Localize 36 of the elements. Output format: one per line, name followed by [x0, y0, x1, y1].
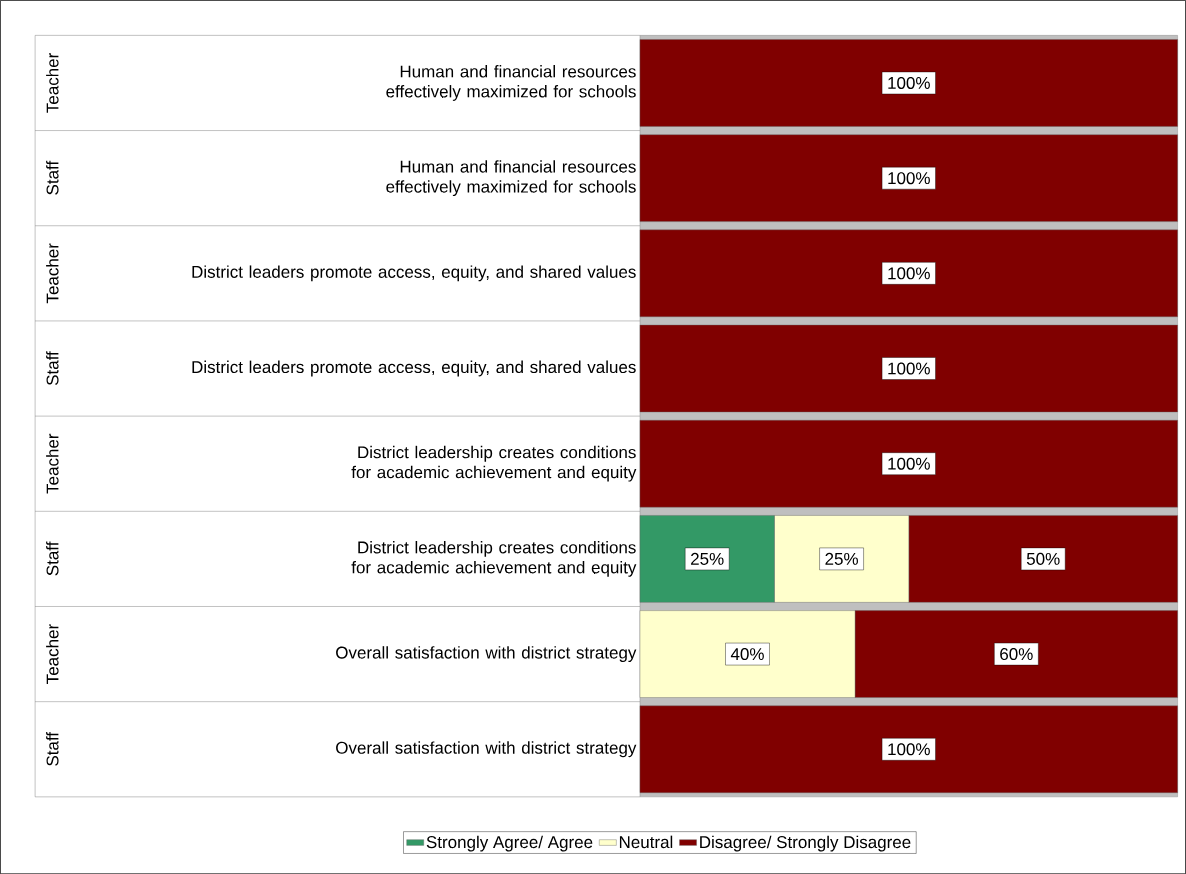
text: Staff	[46, 160, 59, 195]
text: Teacher	[46, 52, 59, 113]
text: Staff	[46, 731, 59, 766]
y-tick-label: District leaders promote access, equity, and shared values	[192, 360, 636, 377]
bar	[639, 705, 1178, 793]
data-label: 100%	[888, 362, 930, 375]
legend-label: Neutral	[619, 835, 673, 849]
text: Teacher	[46, 243, 59, 304]
data-label: 50%	[1026, 552, 1060, 565]
text: Teacher	[46, 624, 59, 684]
data-label: 100%	[888, 172, 930, 185]
text: Staff	[46, 541, 59, 576]
legend-label: Disagree/ Strongly Disagree	[700, 835, 911, 852]
data-label: 100%	[888, 267, 930, 280]
text: Teacher	[46, 433, 59, 494]
y-tick-label: Human and financial resources effectively maximized for schools	[386, 64, 636, 101]
bar	[639, 39, 1178, 127]
y-tick-label: District leadership creates conditions for academic achievement and equity	[351, 445, 637, 482]
y-tick-label: Human and financial resources effectively maximized for schools	[386, 160, 636, 196]
data-label: 40%	[730, 647, 764, 660]
legend-label: Strongly Agree/ Agree	[426, 835, 593, 852]
text: Staff	[46, 351, 59, 385]
data-label: 100%	[888, 76, 930, 89]
bar	[639, 134, 1178, 222]
bar	[639, 419, 1178, 508]
data-label: 25%	[691, 552, 724, 565]
y-tick-label: Overall satisfaction with district strategy	[336, 741, 637, 758]
data-label: 25%	[825, 552, 858, 565]
bar	[639, 324, 1178, 413]
y-tick-label: Overall satisfaction with district strategy	[336, 646, 637, 662]
bar	[639, 229, 1178, 317]
data-label: 100%	[888, 457, 930, 470]
data-label: 100%	[888, 743, 930, 756]
y-tick-label: District leaders promote access, equity, and shared values	[192, 265, 636, 282]
y-tick-label: District leadership creates conditions for academic achievement and equity	[351, 540, 637, 577]
data-label: 60%	[1000, 647, 1033, 660]
